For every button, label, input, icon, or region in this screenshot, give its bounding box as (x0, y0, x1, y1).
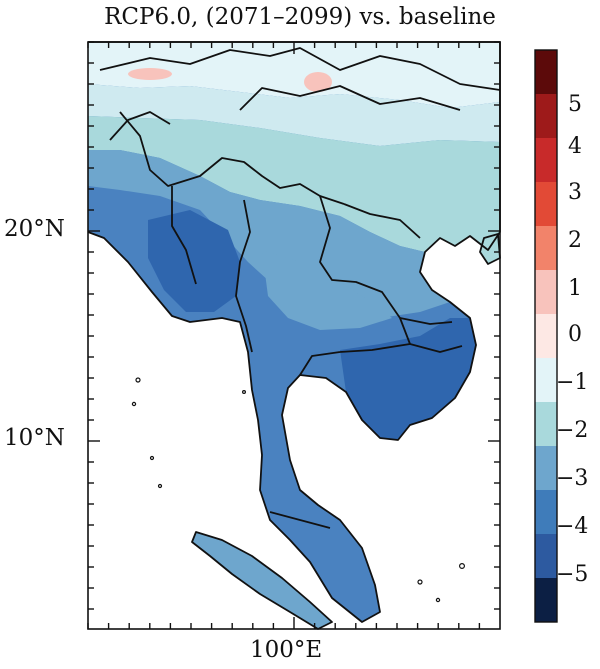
colorbar-swatch (535, 534, 557, 579)
colorbar-swatch (535, 578, 557, 623)
colorbar-swatch (535, 358, 557, 403)
colorbar-label: 3 (568, 180, 582, 205)
axis-ticks (87, 41, 500, 629)
x-tick-label-100e: 100°E (250, 637, 323, 663)
colorbar-label: −3 (556, 466, 589, 491)
colorbar-swatch (535, 490, 557, 535)
colorbar-swatch (535, 138, 557, 183)
band-lighter (88, 84, 500, 146)
colorbar-label: 1 (568, 276, 582, 301)
y-tick-label-10n: 10°N (4, 425, 65, 451)
colorbar-label: −2 (556, 418, 589, 443)
map-panel (87, 41, 501, 630)
colorbar-swatch (535, 50, 557, 95)
colorbar-swatch (535, 446, 557, 491)
colorbar-swatch (535, 226, 557, 271)
colorbar-swatch (535, 94, 557, 139)
band-mid (88, 150, 450, 318)
hainan (480, 234, 500, 264)
colorbar-label: −4 (556, 514, 589, 539)
colorbar-swatch (535, 182, 557, 227)
islands (131, 377, 466, 603)
band-dark-east (340, 318, 476, 440)
sumatra (192, 532, 332, 629)
colorbar-swatch (535, 314, 557, 359)
band-dark-west (148, 210, 240, 312)
colorbar-swatch (535, 270, 557, 315)
colorbar-label: 5 (568, 92, 582, 117)
y-tick-label-20n: 20°N (4, 216, 65, 242)
colorbar-label: −1 (556, 370, 589, 395)
colorbar-swatch (535, 402, 557, 447)
warm-patch-east (304, 72, 332, 92)
band-light (88, 116, 500, 252)
colorbar (534, 49, 558, 623)
colorbar-label: −5 (556, 562, 589, 587)
colorbar-label: 4 (568, 134, 582, 159)
colorbar-label: 0 (568, 322, 582, 347)
colorbar-label: 2 (568, 228, 582, 253)
band-mid-center (262, 250, 392, 330)
map-title: RCP6.0, (2071–2099) vs. baseline (104, 4, 496, 30)
warm-patch-west (128, 68, 172, 80)
colorbar-frame (534, 49, 558, 623)
